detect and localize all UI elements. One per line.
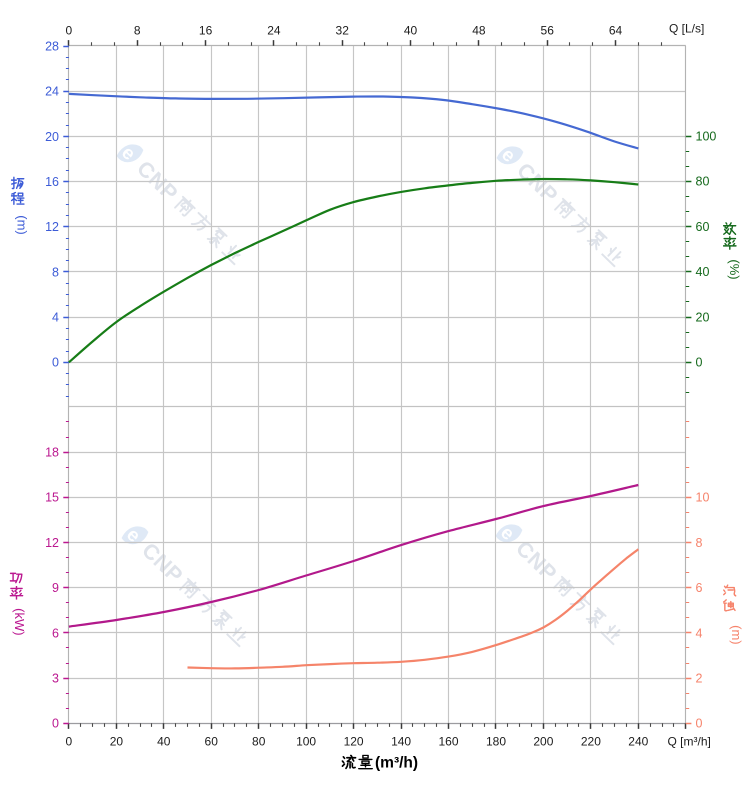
svg-text:40: 40 — [696, 265, 710, 279]
svg-text:CNP: CNP — [512, 158, 562, 208]
svg-text:20: 20 — [110, 734, 124, 748]
svg-text:0: 0 — [66, 23, 73, 37]
svg-text:64: 64 — [609, 23, 623, 37]
svg-text:40: 40 — [404, 23, 418, 37]
svg-text:(m): (m) — [15, 215, 30, 235]
svg-text:0: 0 — [52, 356, 59, 370]
svg-text:100: 100 — [296, 734, 316, 748]
svg-text:48: 48 — [472, 23, 486, 37]
svg-text:4: 4 — [696, 626, 703, 640]
svg-text:6: 6 — [52, 626, 59, 640]
svg-text:0: 0 — [696, 717, 703, 731]
svg-text:Q [L/s]: Q [L/s] — [669, 22, 704, 36]
svg-text:80: 80 — [252, 734, 266, 748]
svg-text:18: 18 — [45, 446, 59, 460]
svg-text:9: 9 — [52, 581, 59, 595]
svg-text:0: 0 — [696, 356, 703, 370]
svg-text:56: 56 — [541, 23, 555, 37]
svg-text:Q [m³/h]: Q [m³/h] — [668, 734, 711, 748]
svg-text:60: 60 — [696, 220, 710, 234]
svg-text:40: 40 — [157, 734, 171, 748]
svg-text:24: 24 — [267, 23, 281, 37]
svg-text:20: 20 — [696, 310, 710, 324]
svg-text:15: 15 — [45, 491, 59, 505]
svg-text:60: 60 — [205, 734, 219, 748]
svg-text:12: 12 — [45, 536, 59, 550]
svg-text:10: 10 — [696, 491, 710, 505]
svg-text:140: 140 — [391, 734, 411, 748]
svg-text:2: 2 — [696, 672, 703, 686]
svg-text:0: 0 — [66, 734, 73, 748]
svg-text:16: 16 — [45, 175, 59, 189]
svg-text:CNP: CNP — [511, 536, 561, 586]
svg-text:3: 3 — [52, 672, 59, 686]
svg-text:24: 24 — [45, 85, 59, 99]
svg-text:(%): (%) — [727, 259, 742, 279]
svg-text:8: 8 — [134, 23, 141, 37]
svg-text:220: 220 — [581, 734, 601, 748]
svg-text:8: 8 — [52, 265, 59, 279]
svg-text:28: 28 — [45, 39, 59, 53]
svg-text:16: 16 — [199, 23, 213, 37]
svg-text:32: 32 — [336, 23, 350, 37]
svg-text:0: 0 — [52, 717, 59, 731]
svg-text:6: 6 — [696, 581, 703, 595]
svg-text:100: 100 — [696, 129, 717, 143]
svg-text:80: 80 — [696, 175, 710, 189]
svg-text:180: 180 — [486, 734, 506, 748]
svg-text:20: 20 — [45, 130, 59, 144]
svg-text:200: 200 — [533, 734, 553, 748]
svg-text:160: 160 — [438, 734, 458, 748]
svg-text:(kW): (kW) — [12, 608, 27, 635]
svg-text:120: 120 — [344, 734, 364, 748]
svg-text:(m): (m) — [729, 625, 744, 645]
svg-text:CNP: CNP — [137, 538, 187, 588]
svg-text:4: 4 — [52, 311, 59, 325]
svg-text:8: 8 — [696, 536, 703, 550]
svg-text:(m³/h): (m³/h) — [375, 755, 418, 772]
svg-text:12: 12 — [45, 220, 59, 234]
svg-text:240: 240 — [628, 734, 648, 748]
